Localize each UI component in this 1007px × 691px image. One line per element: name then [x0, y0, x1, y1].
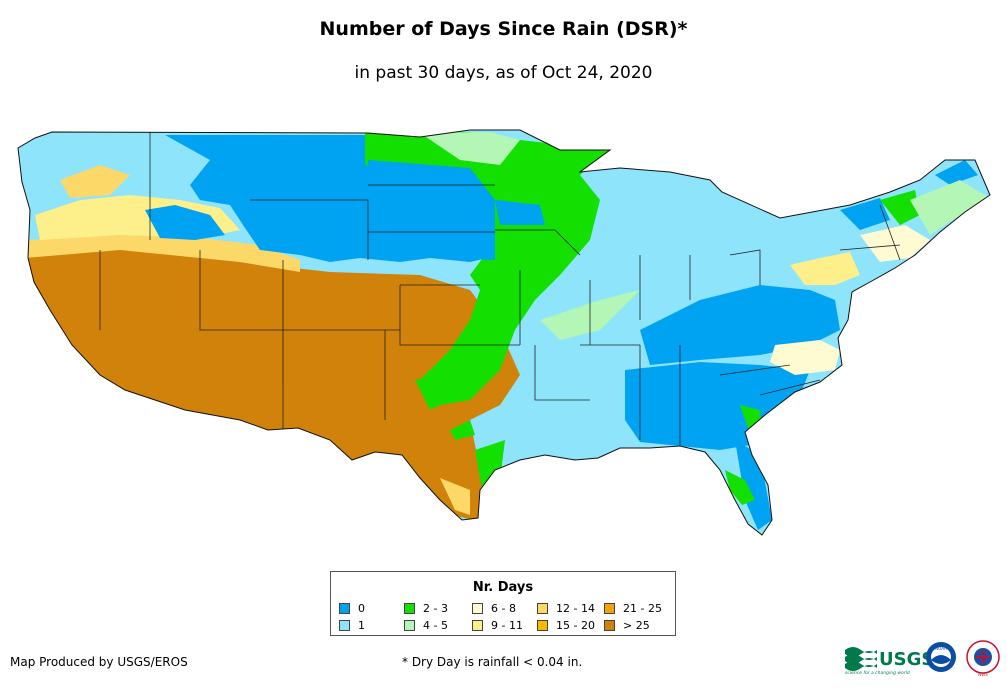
legend-swatch: [604, 603, 615, 614]
legend-swatch: [339, 620, 350, 631]
legend-item-9: > 25: [604, 620, 650, 632]
svg-text:USGS: USGS: [879, 649, 934, 670]
legend-title: Nr. Days: [472, 580, 534, 595]
legend-item-0: 0: [339, 603, 365, 615]
us-dsr-map: [17, 129, 991, 536]
agency-logos: USGS science for a changing world NOAA N…: [845, 640, 1000, 677]
legend-item-1: 1: [339, 620, 365, 632]
legend-item-7: 15 - 20: [537, 620, 595, 632]
legend-item-6: 12 - 14: [537, 603, 595, 615]
legend-swatch: [604, 620, 615, 631]
legend-swatch: [537, 620, 548, 631]
legend: Nr. Days 0 1 2 - 3 4 - 5 6 - 8 9 - 11 12…: [330, 571, 676, 636]
legend-item-4: 6 - 8: [472, 603, 516, 615]
legend-swatch: [339, 603, 350, 614]
legend-swatch: [472, 620, 483, 631]
usgs-logo-icon: USGS science for a changing world: [845, 647, 934, 676]
svg-text:NOAA: NOAA: [935, 646, 947, 651]
legend-item-3: 4 - 5: [404, 620, 448, 632]
map-subtitle: in past 30 days, as of Oct 24, 2020: [354, 63, 653, 83]
legend-swatch: [404, 603, 415, 614]
map-title: Number of Days Since Rain (DSR)*: [319, 18, 688, 40]
nws-logo-icon: NWS: [966, 640, 1000, 677]
legend-item-5: 9 - 11: [472, 620, 523, 632]
noaa-logo-icon: NOAA: [926, 642, 956, 672]
svg-text:NWS: NWS: [978, 672, 988, 677]
footnote-text: * Dry Day is rainfall < 0.04 in.: [402, 655, 583, 669]
legend-swatch: [537, 603, 548, 614]
legend-swatch: [472, 603, 483, 614]
legend-swatch: [404, 620, 415, 631]
credit-text: Map Produced by USGS/EROS: [10, 655, 188, 669]
legend-item-8: 21 - 25: [604, 603, 662, 615]
svg-text:science for a changing world: science for a changing world: [845, 670, 910, 676]
legend-item-2: 2 - 3: [404, 603, 448, 615]
